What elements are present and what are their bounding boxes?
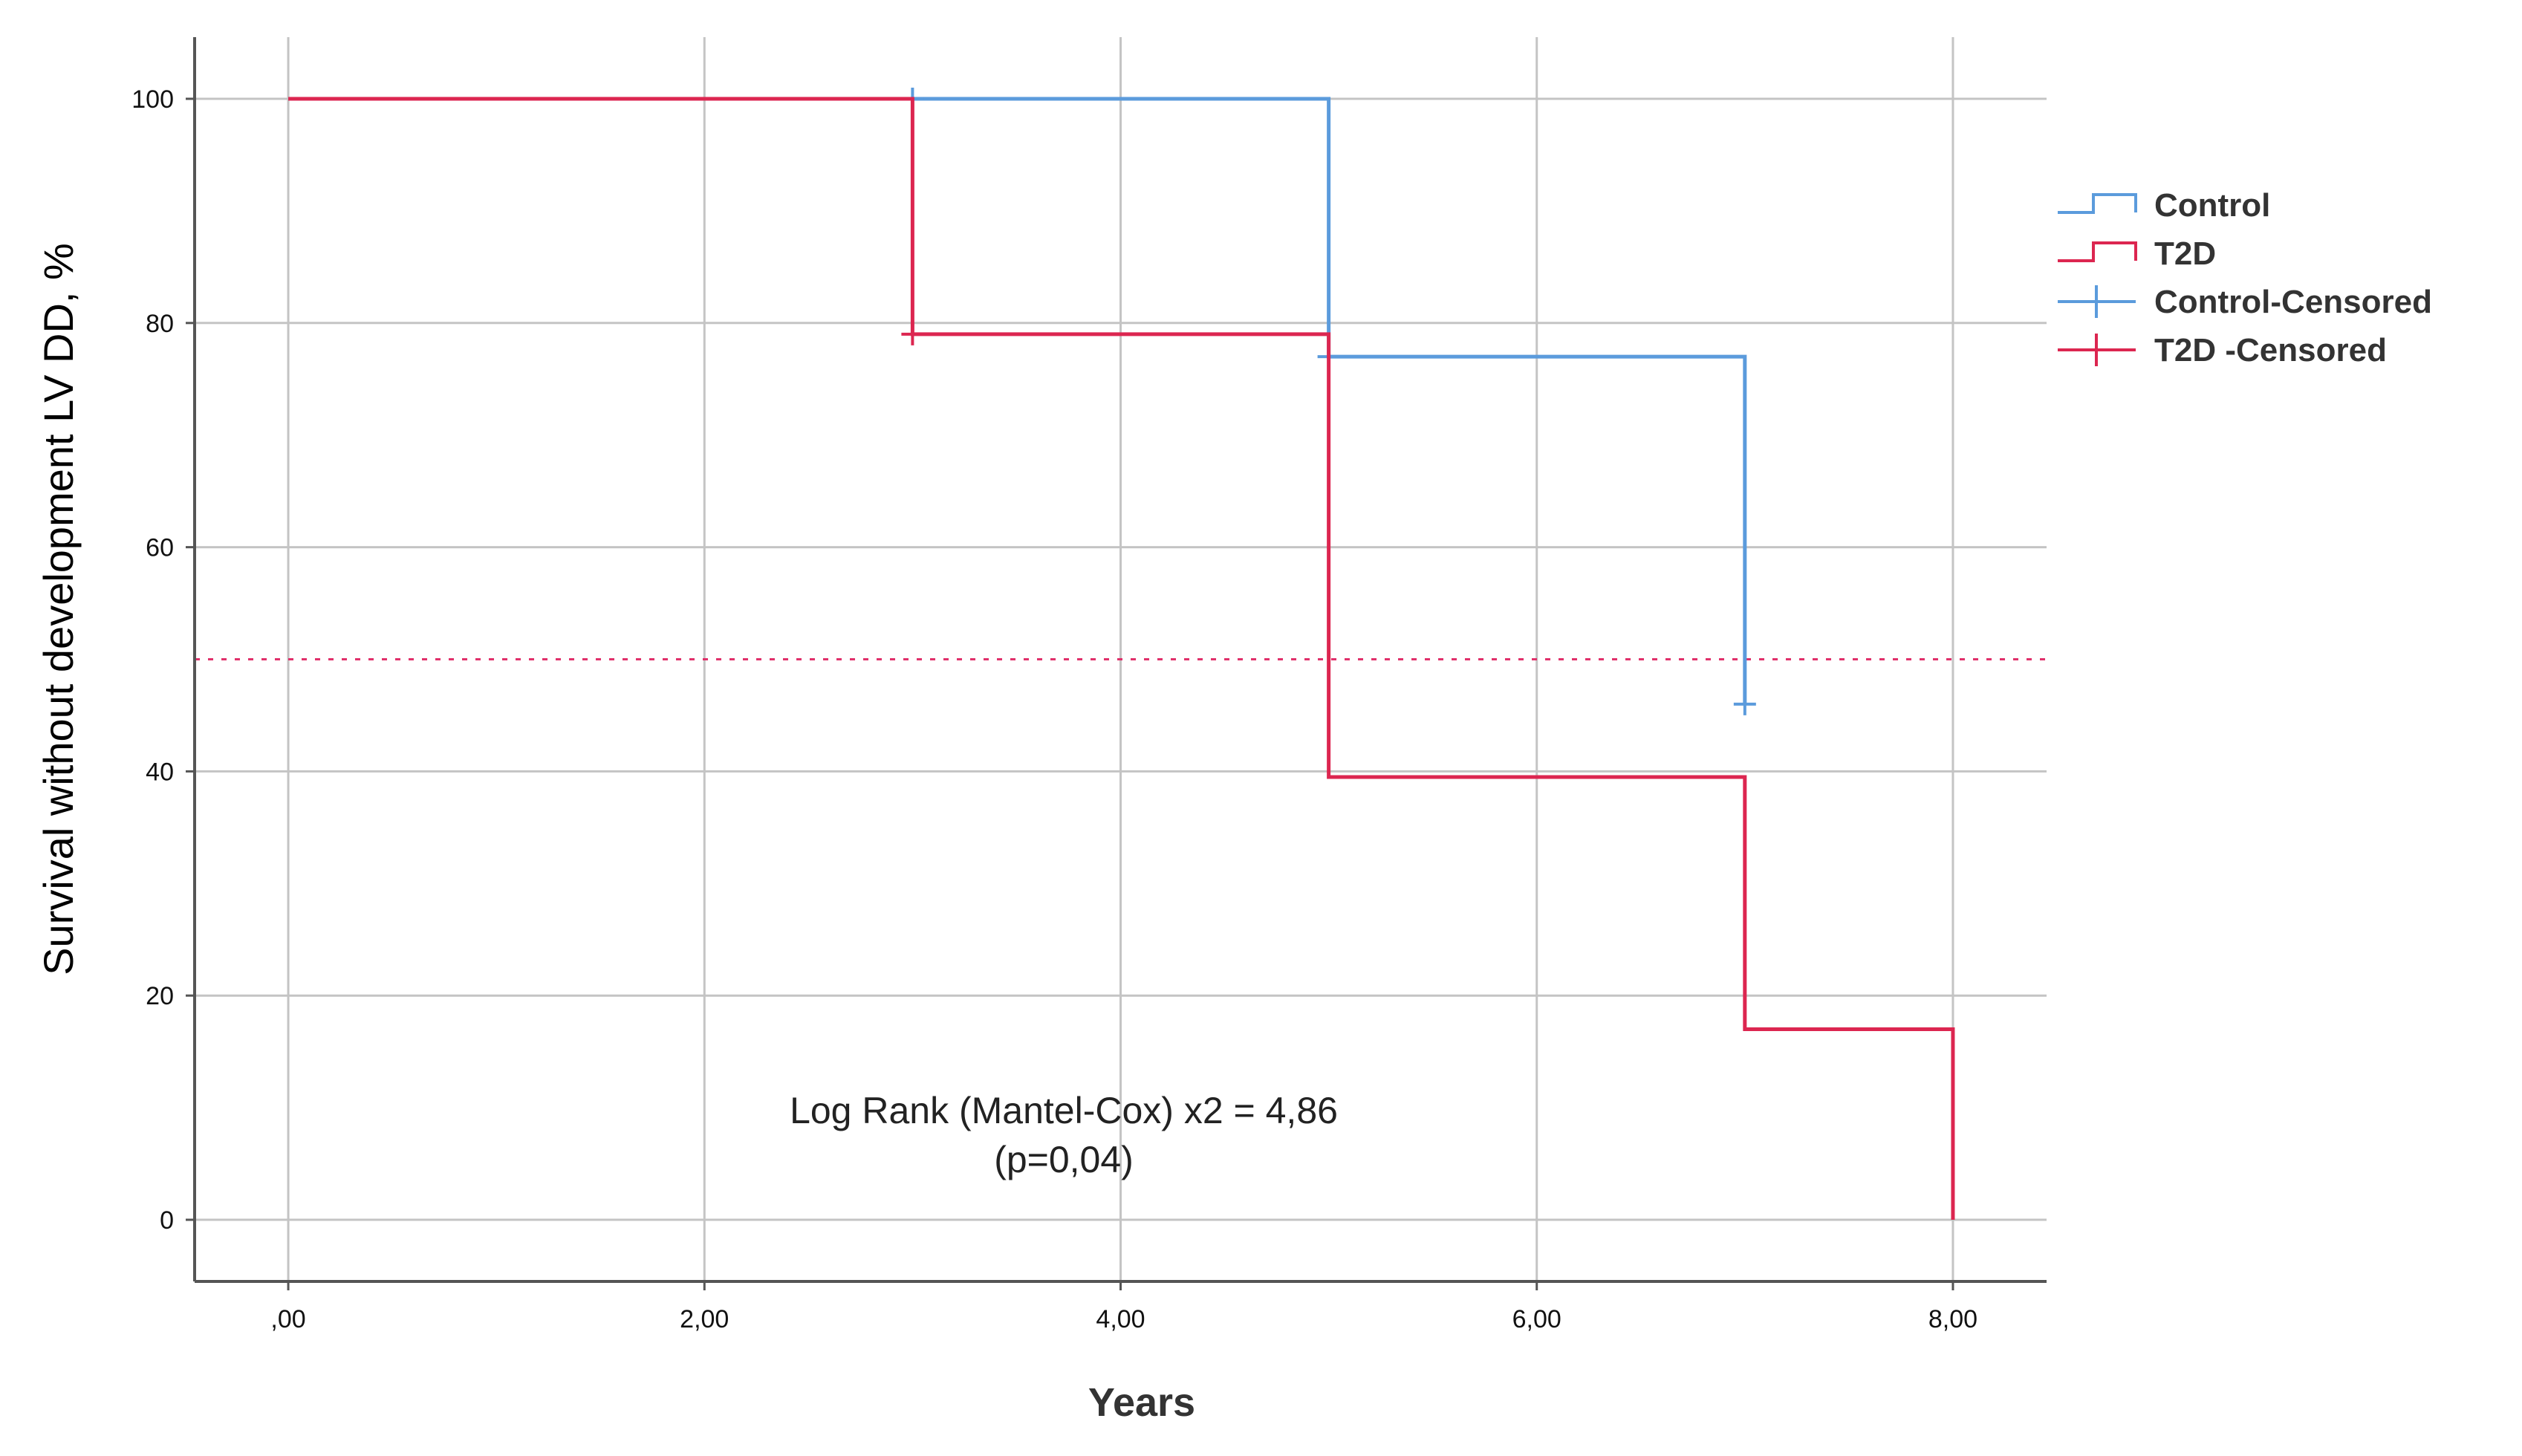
y-tick-label: 40: [146, 758, 174, 786]
x-axis-title: Years: [1088, 1380, 1195, 1425]
censor-t2d: [901, 322, 924, 345]
y-tick-label: 100: [131, 85, 174, 114]
legend-swatch-line: [2058, 193, 2137, 214]
legend-label: Control-Censored: [2154, 284, 2432, 320]
legend-label: T2D: [2154, 235, 2216, 272]
x-tick-label: 8,00: [1928, 1305, 1977, 1333]
x-tick-label: 4,00: [1096, 1305, 1145, 1333]
x-tick-label: ,00: [270, 1305, 305, 1333]
legend-item-1: T2D: [2058, 235, 2216, 272]
y-tick-label: 80: [146, 310, 174, 338]
annotation-log-rank: Log Rank (Mantel-Cox) x2 = 4,86: [790, 1090, 1338, 1131]
series-group: [288, 87, 1955, 1221]
series-line-control: [288, 97, 1747, 704]
y-tick-label: 0: [160, 1206, 174, 1235]
y-axis-title: Survival without development LV DD, %: [35, 243, 82, 975]
censor-control: [1733, 692, 1756, 715]
legend-label: Control: [2154, 187, 2270, 224]
legend-item-3: T2D -Censored: [2058, 332, 2387, 368]
legend-item-0: Control: [2058, 187, 2270, 224]
x-tick-label: 2,00: [680, 1305, 729, 1333]
legend-label: T2D -Censored: [2154, 332, 2387, 368]
tick-labels: ,00 2,00 4,00 6,00 8,00 0 20 40 60 80 100: [131, 85, 1977, 1333]
axes: [186, 37, 2047, 1290]
legend-swatch-line: [2058, 241, 2137, 262]
annotation-p-value: (p=0,04): [994, 1139, 1134, 1180]
legend: Control T2D Control-Censored T2D -Censored: [2058, 187, 2432, 368]
y-tick-label: 20: [146, 982, 174, 1010]
x-tick-label: 6,00: [1512, 1305, 1561, 1333]
y-tick-label: 60: [146, 534, 174, 562]
legend-item-2: Control-Censored: [2058, 284, 2432, 320]
series-line-t2d: [288, 97, 1955, 1221]
